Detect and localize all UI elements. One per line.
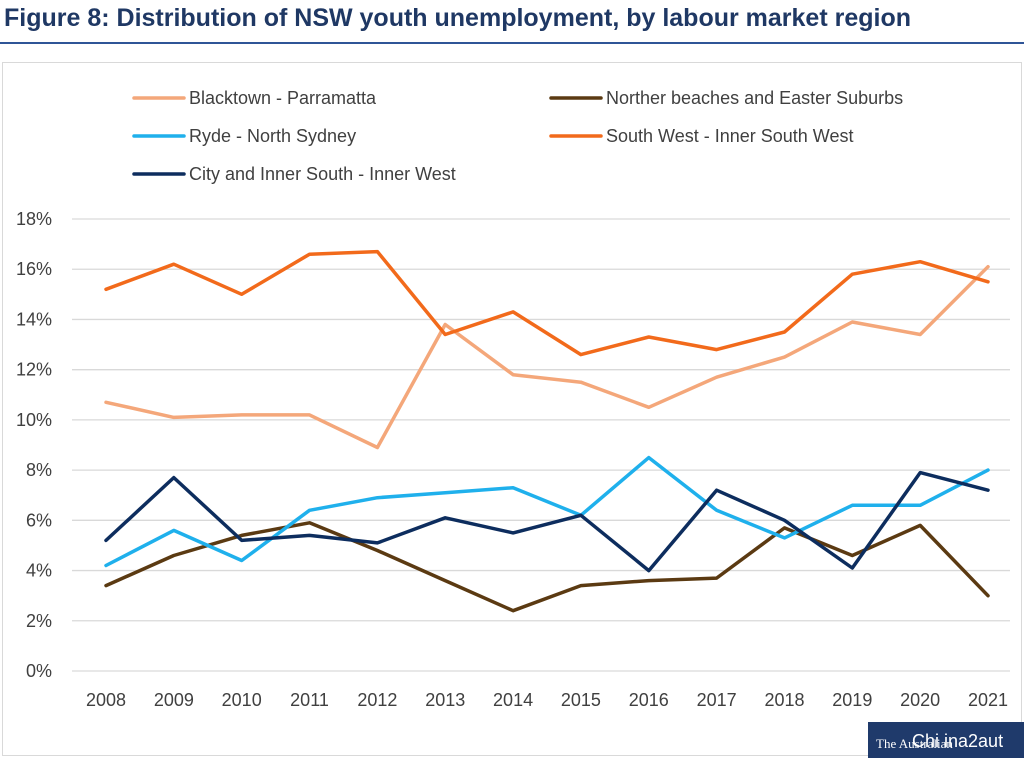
y-tick-label: 14% [16, 309, 52, 329]
x-tick-label: 2011 [290, 690, 329, 710]
y-tick-label: 8% [26, 460, 52, 480]
x-tick-label: 2018 [764, 690, 804, 710]
legend-label-3: South West - Inner South West [606, 126, 853, 146]
y-tick-label: 6% [26, 510, 52, 530]
chart-frame [2, 62, 1022, 756]
x-tick-label: 2021 [968, 690, 1008, 710]
y-tick-label: 18% [16, 209, 52, 229]
x-tick-label: 2009 [154, 690, 194, 710]
y-tick-label: 16% [16, 259, 52, 279]
watermark-badge [868, 722, 1024, 758]
y-tick-label: 12% [16, 360, 52, 380]
legend-label-1: Norther beaches and Easter Suburbs [606, 88, 903, 108]
series-line-4 [104, 470, 990, 573]
watermark-logo: The Australian [876, 736, 953, 751]
x-axis-ticks: 2008 2009 2010 2011 2012 2013 2014 2015 2016 2017… [86, 690, 1008, 710]
x-tick-label: 2017 [697, 690, 737, 710]
x-tick-label: 2016 [629, 690, 669, 710]
title-divider [0, 42, 1024, 44]
x-tick-label: 2020 [900, 690, 940, 710]
y-axis-ticks: 0% 2% 4% 6% 8% 10% 12% 14% 16% 18% [16, 209, 52, 681]
series-line-1 [104, 521, 990, 613]
series-lines [104, 249, 990, 613]
legend-label-4: City and Inner South - Inner West [189, 164, 456, 184]
watermark-text: Chi ina2aut [912, 731, 1004, 751]
legend: Blacktown - Parramatta Norther beaches an… [132, 88, 903, 184]
x-tick-label: 2008 [86, 690, 126, 710]
y-tick-label: 10% [16, 410, 52, 430]
x-tick-label: 2010 [222, 690, 262, 710]
series-line-0 [104, 264, 990, 450]
y-tick-label: 2% [26, 611, 52, 631]
y-tick-label: 0% [26, 661, 52, 681]
x-tick-label: 2015 [561, 690, 601, 710]
y-gridlines [72, 218, 1010, 672]
x-tick-label: 2012 [357, 690, 397, 710]
legend-label-2: Ryde - North Sydney [189, 126, 356, 146]
x-tick-label: 2014 [493, 690, 533, 710]
series-line-2 [104, 455, 990, 568]
y-tick-label: 4% [26, 561, 52, 581]
x-tick-label: 2013 [425, 690, 465, 710]
figure-title: Figure 8: Distribution of NSW youth unem… [4, 4, 911, 32]
legend-label-0: Blacktown - Parramatta [189, 88, 377, 108]
x-tick-label: 2019 [832, 690, 872, 710]
series-line-3 [104, 249, 990, 357]
